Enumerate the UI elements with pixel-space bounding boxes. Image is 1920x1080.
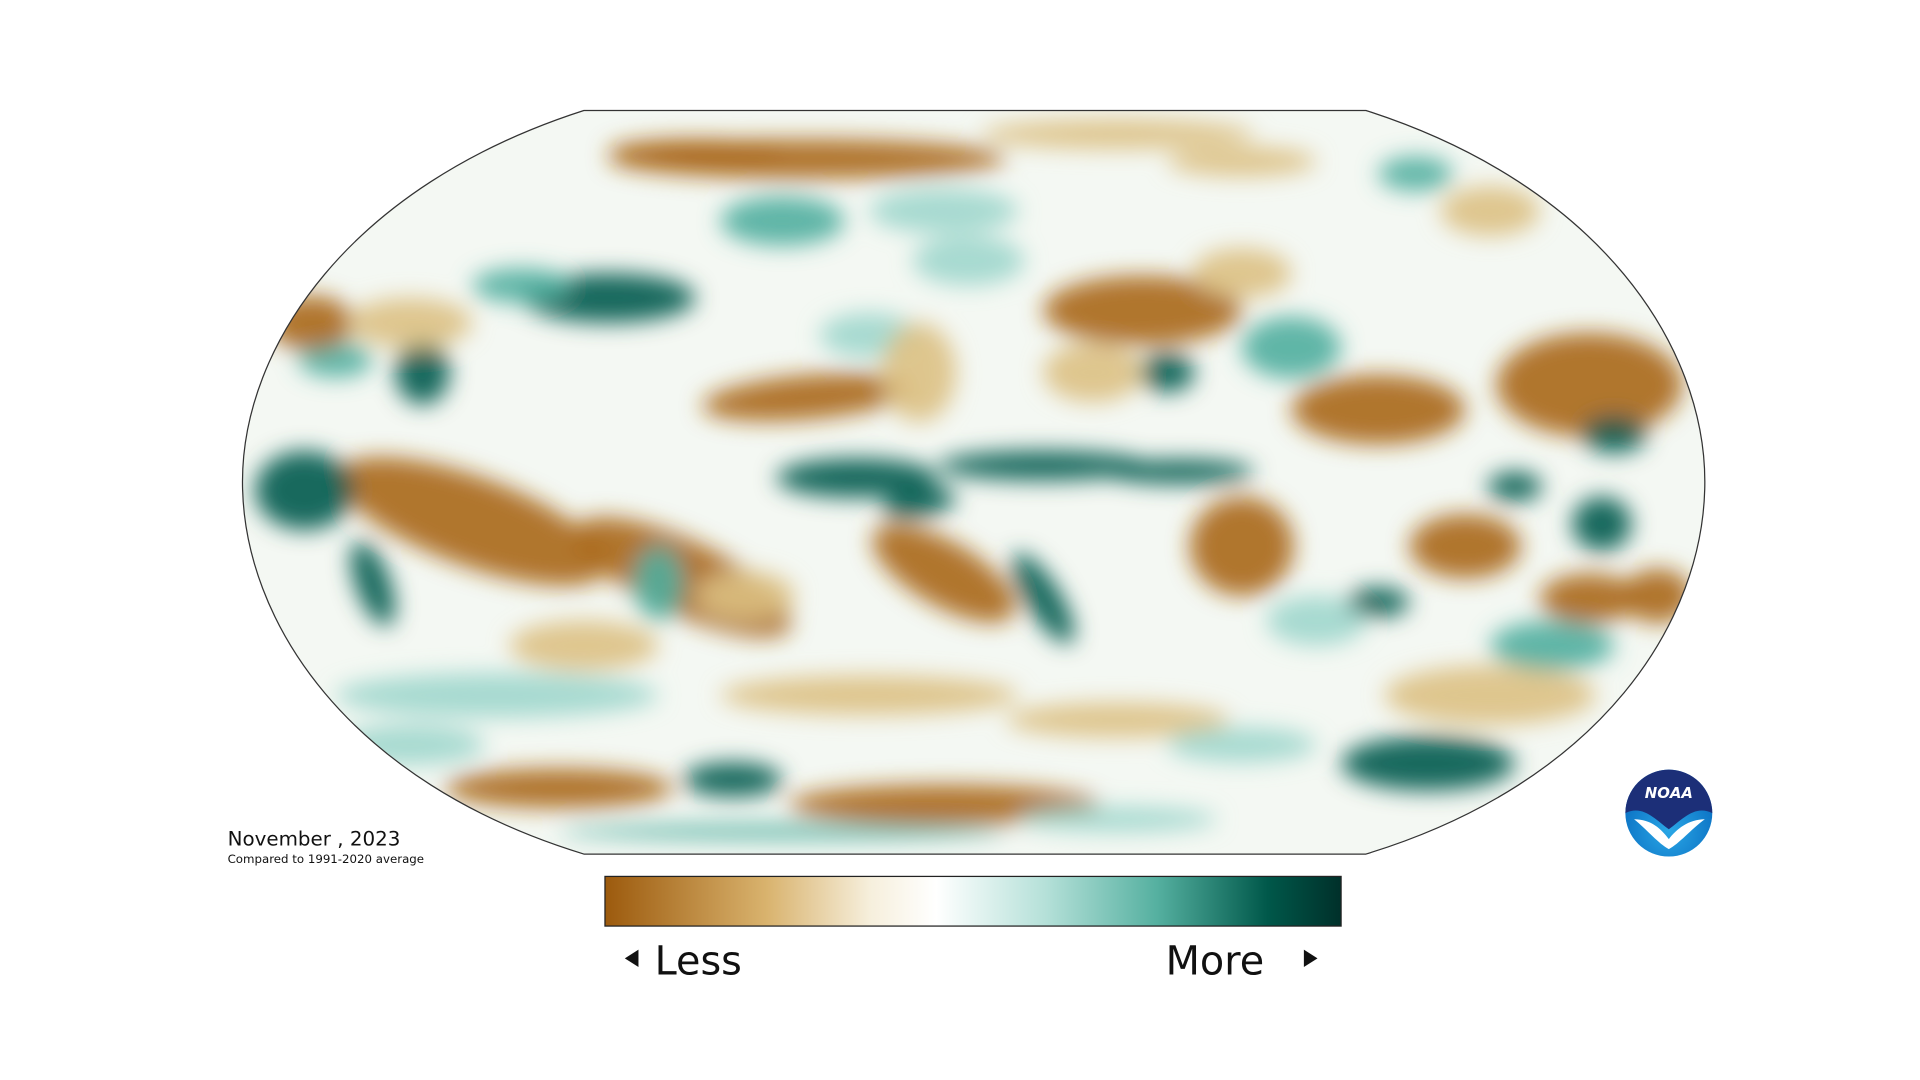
legend-high: More — [1166, 938, 1264, 984]
anomaly-patch — [1241, 316, 1342, 379]
anomaly-patch — [1011, 553, 1075, 644]
map-date: November , 2023 — [228, 827, 401, 850]
anomaly-patch — [608, 139, 783, 164]
anomaly-patch — [702, 373, 913, 422]
anomaly-patch — [1189, 496, 1294, 596]
anomaly-patch — [1440, 186, 1540, 236]
anomaly-patch — [350, 541, 396, 626]
anomaly-patch — [348, 297, 473, 348]
noaa-logo: NOAA — [1625, 769, 1713, 857]
anomaly-patch — [720, 675, 1019, 716]
map-subtitle: Compared to 1991-2020 average — [228, 852, 424, 866]
anomaly-patch — [1167, 146, 1317, 177]
anomaly-patch — [776, 458, 938, 498]
anomaly-patch — [1140, 352, 1195, 393]
anomaly-patch — [1167, 727, 1317, 763]
anomaly-patch — [444, 768, 674, 809]
anomaly-patch — [1105, 459, 1255, 485]
anomaly-patch — [267, 295, 355, 351]
anomaly-patch — [1490, 620, 1615, 671]
anomaly-patch — [1347, 587, 1410, 617]
anomaly-patch — [1572, 496, 1632, 552]
anomaly-patch — [254, 450, 355, 531]
anomaly-patch — [337, 456, 608, 586]
anomaly-patch — [1622, 568, 1693, 624]
anomaly-patch — [1291, 374, 1466, 445]
anomaly-patch — [335, 672, 659, 718]
anomaly-patch — [695, 571, 795, 621]
anomaly-patch — [872, 524, 1016, 623]
anomaly-patch — [1043, 275, 1242, 346]
anomaly-patch — [1018, 806, 1217, 832]
anomaly-patch — [1043, 342, 1143, 403]
anomaly-patch — [559, 824, 1006, 840]
anomaly-patch — [633, 546, 684, 621]
anomaly-patch — [472, 268, 572, 303]
anomaly-patch — [1581, 415, 1647, 454]
arrow-left — [624, 949, 639, 968]
anomaly-patch — [1341, 736, 1515, 791]
anomaly-patch — [1192, 248, 1292, 298]
legend-low: Less — [655, 938, 742, 984]
anomaly-patch — [1005, 702, 1230, 738]
anomaly-patch — [869, 188, 1019, 234]
anomaly-patch — [395, 340, 450, 405]
anomaly-patch — [937, 450, 1149, 481]
color-scale — [604, 875, 1342, 927]
anomaly-patch — [720, 196, 845, 246]
anomaly-patch — [881, 322, 957, 423]
anomaly-patch — [1378, 156, 1453, 192]
anomaly-patch — [298, 342, 373, 378]
anomaly-patch — [1409, 513, 1522, 579]
anomaly-patch — [1384, 665, 1596, 725]
arrow-right — [1303, 949, 1318, 968]
precipitation-field — [242, 110, 1705, 855]
anomaly-patch — [912, 235, 1025, 286]
anomaly-patch — [1487, 471, 1543, 502]
anomaly-patch — [509, 620, 659, 671]
anomaly-patch — [1266, 595, 1366, 646]
anomaly-patch — [788, 784, 1100, 825]
map-outline — [241, 109, 1706, 855]
anomaly-patch — [882, 486, 956, 519]
anomaly-patch — [1539, 573, 1640, 624]
logo-text: NOAA — [1645, 784, 1693, 802]
anomaly-patch — [335, 724, 485, 765]
anomaly-patch — [683, 762, 783, 797]
anomaly-patch — [1496, 332, 1683, 437]
anomaly-patch — [981, 119, 1255, 149]
